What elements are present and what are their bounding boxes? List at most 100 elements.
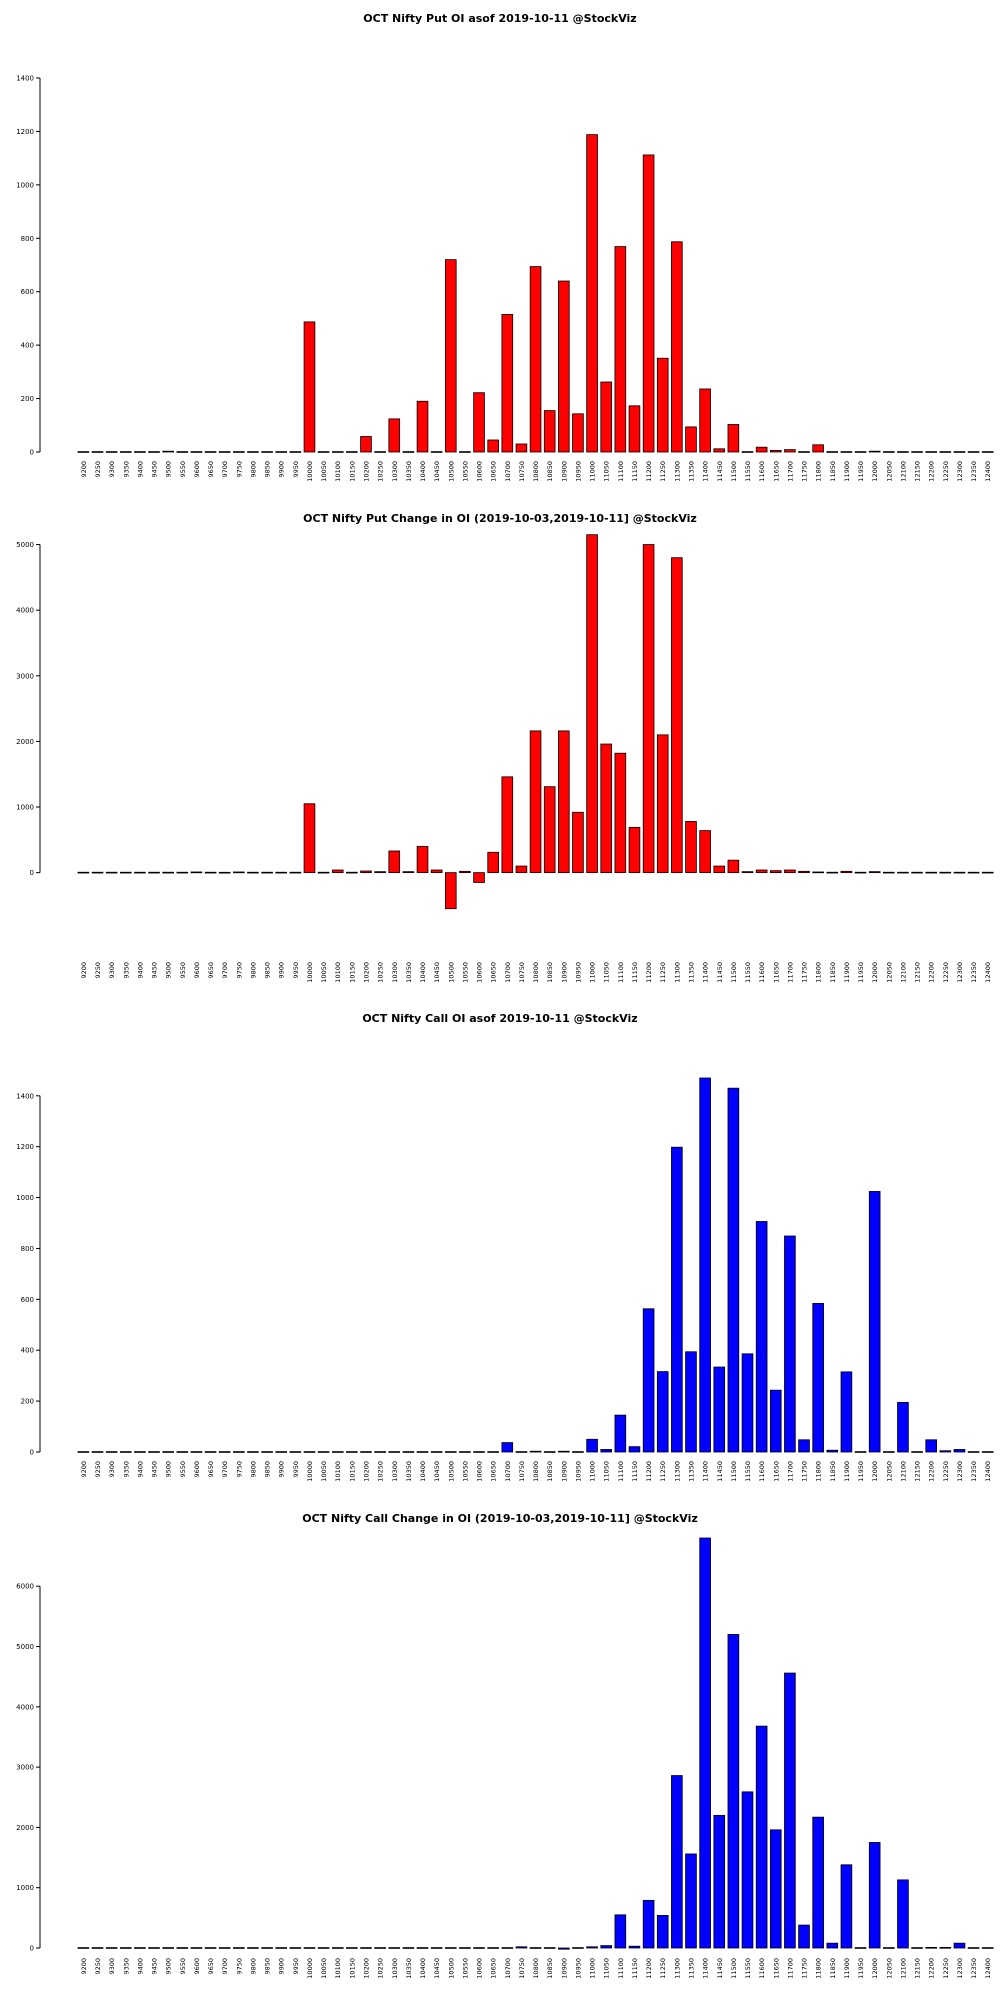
put-change-oi-chart: OCT Nifty Put Change in OI (2019-10-03,2… xyxy=(16,512,994,983)
chart-title: OCT Nifty Put OI asof 2019-10-11 @StockV… xyxy=(363,12,636,25)
x-tick-label: 10500 xyxy=(447,1958,455,1979)
x-tick-label: 12150 xyxy=(914,1958,922,1979)
bar xyxy=(628,1446,641,1453)
bar xyxy=(275,451,288,453)
bar xyxy=(586,1946,598,1949)
bar xyxy=(501,1947,514,1949)
x-tick-label: 10500 xyxy=(447,962,455,983)
x-tick-label: 9750 xyxy=(235,461,243,478)
x-tick-label: 12350 xyxy=(970,1461,978,1482)
x-tick-label: 12300 xyxy=(956,962,964,983)
x-tick-label: 12150 xyxy=(914,962,922,983)
x-tick-label: 11650 xyxy=(772,461,780,482)
x-tick-label: 11600 xyxy=(758,461,766,482)
bar xyxy=(628,826,641,874)
bar xyxy=(529,266,542,453)
x-tick-label: 12000 xyxy=(871,1461,879,1482)
bar xyxy=(911,451,923,453)
x-tick-label: 10400 xyxy=(419,461,427,482)
bar xyxy=(685,1351,697,1453)
x-tick-label: 9400 xyxy=(136,962,144,979)
bar xyxy=(134,1947,146,1949)
x-tick-label: 12050 xyxy=(885,1958,893,1979)
bar xyxy=(430,451,443,453)
bar xyxy=(473,392,485,453)
bar xyxy=(105,1947,118,1949)
bar xyxy=(529,1947,542,1949)
x-tick-label: 11950 xyxy=(857,1958,865,1979)
x-tick-label: 10450 xyxy=(433,1461,441,1482)
bar xyxy=(261,1451,273,1453)
x-tick-label: 10450 xyxy=(433,1958,441,1979)
x-tick-label: 9700 xyxy=(221,1461,229,1478)
call-change-oi-chart: OCT Nifty Call Change in OI (2019-10-03,… xyxy=(16,1512,994,1979)
x-tick-label: 10300 xyxy=(391,461,399,482)
x-tick-label: 11700 xyxy=(786,962,794,983)
x-tick-label: 11750 xyxy=(801,461,809,482)
bar xyxy=(176,1947,189,1949)
x-tick-label: 10700 xyxy=(504,1461,512,1482)
x-tick-label: 12050 xyxy=(885,962,893,983)
x-tick-label: 10150 xyxy=(348,962,356,983)
bar xyxy=(572,413,584,453)
bar xyxy=(218,1947,231,1949)
x-tick-label: 9500 xyxy=(165,962,173,979)
x-tick-label: 10300 xyxy=(391,1958,399,1979)
x-tick-label: 9550 xyxy=(179,962,187,979)
x-tick-label: 9600 xyxy=(193,962,201,979)
bar xyxy=(572,811,584,874)
bar xyxy=(501,1442,514,1453)
bar xyxy=(699,388,711,453)
bar xyxy=(656,1915,669,1949)
x-tick-label: 10050 xyxy=(320,1461,328,1482)
x-tick-label: 11050 xyxy=(603,1958,611,1979)
x-tick-label: 10900 xyxy=(560,962,568,983)
bar xyxy=(656,357,669,453)
x-tick-label: 9950 xyxy=(292,962,300,979)
x-tick-label: 10250 xyxy=(377,1958,385,1979)
x-tick-label: 11700 xyxy=(786,1461,794,1482)
y-tick-label: 0 xyxy=(30,1449,34,1457)
bar xyxy=(331,869,344,874)
bar xyxy=(317,1451,330,1453)
x-tick-label: 10050 xyxy=(320,962,328,983)
x-tick-label: 10850 xyxy=(546,1461,554,1482)
bar xyxy=(826,871,839,874)
x-tick-label: 12300 xyxy=(956,1461,964,1482)
bar xyxy=(218,1451,231,1453)
bar xyxy=(826,451,839,453)
x-tick-label: 11650 xyxy=(772,1958,780,1979)
bar xyxy=(755,869,768,874)
bar xyxy=(119,871,132,874)
x-tick-label: 10950 xyxy=(574,962,582,983)
x-tick-label: 12350 xyxy=(970,1958,978,1979)
x-tick-label: 10550 xyxy=(461,962,469,983)
bar xyxy=(515,443,528,453)
bar xyxy=(402,1451,415,1453)
x-tick-label: 11900 xyxy=(843,962,851,983)
x-tick-label: 10150 xyxy=(348,461,356,482)
bar xyxy=(925,1439,937,1453)
bar xyxy=(515,865,528,874)
x-tick-label: 9800 xyxy=(249,1461,257,1478)
bar xyxy=(699,830,711,874)
bar xyxy=(840,870,853,874)
x-tick-label: 11200 xyxy=(645,962,653,983)
bar xyxy=(275,871,288,874)
bar xyxy=(798,451,810,453)
bar xyxy=(388,1947,401,1949)
x-tick-label: 11500 xyxy=(730,1461,738,1482)
y-tick-label: 0 xyxy=(30,869,34,877)
x-tick-label: 10350 xyxy=(405,962,413,983)
y-tick-label: 1000 xyxy=(16,1884,34,1892)
x-tick-label: 9450 xyxy=(151,461,159,478)
bar xyxy=(317,871,330,874)
bar xyxy=(487,851,499,874)
x-tick-label: 10350 xyxy=(405,1958,413,1979)
bar xyxy=(416,1451,429,1453)
x-tick-label: 9200 xyxy=(80,962,88,979)
bar xyxy=(275,1451,288,1453)
x-tick-label: 10950 xyxy=(574,1958,582,1979)
bar xyxy=(741,1353,754,1453)
bar xyxy=(685,426,697,453)
